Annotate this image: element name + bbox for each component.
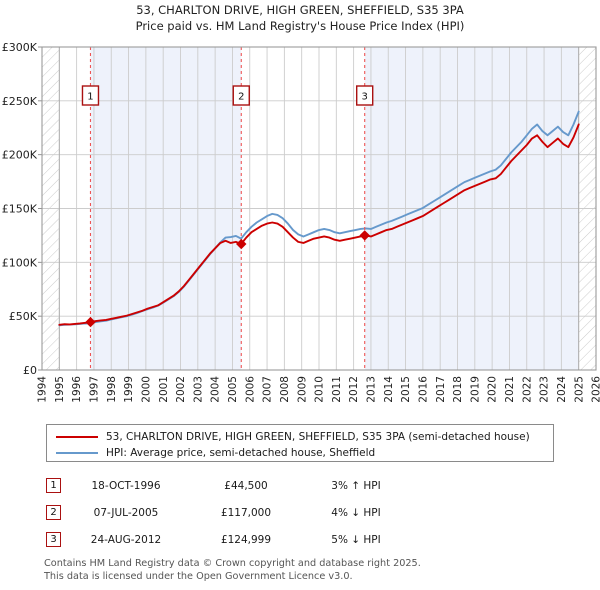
sale-price-3: £124,999 xyxy=(220,533,272,546)
svg-text:2000: 2000 xyxy=(140,376,152,403)
svg-text:£200K: £200K xyxy=(2,149,38,162)
svg-text:2009: 2009 xyxy=(296,376,308,403)
svg-text:2025: 2025 xyxy=(573,376,585,403)
svg-text:£100K: £100K xyxy=(2,256,38,269)
sale-hpi-delta-2: 4% ↓ HPI xyxy=(331,506,381,519)
table-row: 2 07-JUL-2005 £117,000 4% ↓ HPI xyxy=(46,499,466,526)
svg-text:2024: 2024 xyxy=(556,376,568,403)
attribution-footer: Contains HM Land Registry data © Crown c… xyxy=(44,558,584,583)
svg-text:2012: 2012 xyxy=(348,376,360,403)
svg-text:2008: 2008 xyxy=(279,376,291,403)
sale-badge-2: 2 xyxy=(46,505,61,520)
svg-text:2023: 2023 xyxy=(539,376,551,403)
svg-text:2015: 2015 xyxy=(400,376,412,403)
svg-text:2001: 2001 xyxy=(158,376,170,403)
svg-text:2017: 2017 xyxy=(435,376,447,403)
sale-hpi-delta-1: 3% ↑ HPI xyxy=(331,479,381,492)
footer-line-2: This data is licensed under the Open Gov… xyxy=(44,570,353,582)
svg-text:2: 2 xyxy=(238,91,244,102)
sales-history-table: 1 18-OCT-1996 £44,500 3% ↑ HPI 2 07-JUL-… xyxy=(46,472,466,553)
svg-text:2006: 2006 xyxy=(244,376,256,403)
svg-text:2021: 2021 xyxy=(504,376,516,403)
legend-swatch-hpi xyxy=(56,452,98,454)
svg-text:2002: 2002 xyxy=(175,376,187,403)
svg-text:2019: 2019 xyxy=(469,376,481,403)
data-series xyxy=(58,110,580,327)
svg-text:2020: 2020 xyxy=(487,376,499,403)
legend-label-price-paid: 53, CHARLTON DRIVE, HIGH GREEN, SHEFFIEL… xyxy=(106,431,530,443)
sale-date-1: 18-OCT-1996 xyxy=(91,479,161,492)
y-axis-tick-labels: £0 £50K £100K £150K £200K £250K £300K xyxy=(2,41,42,377)
svg-text:1999: 1999 xyxy=(123,376,135,403)
legend-item-price-paid: 53, CHARLTON DRIVE, HIGH GREEN, SHEFFIEL… xyxy=(47,429,553,445)
svg-text:1996: 1996 xyxy=(71,376,83,403)
sale-badge-3: 3 xyxy=(46,532,61,547)
sale-date-3: 24-AUG-2012 xyxy=(90,533,162,546)
svg-text:2026: 2026 xyxy=(591,376,600,403)
sale-price-2: £117,000 xyxy=(220,506,272,519)
svg-text:1994: 1994 xyxy=(37,376,49,403)
sale-price-1: £44,500 xyxy=(224,479,268,492)
no-data-hatch-regions xyxy=(41,46,597,371)
svg-text:2004: 2004 xyxy=(210,376,222,403)
sale-event-markers: 1 2 3 xyxy=(81,47,374,370)
svg-text:2018: 2018 xyxy=(452,376,464,403)
svg-text:3: 3 xyxy=(362,91,368,102)
svg-text:1997: 1997 xyxy=(89,376,101,403)
table-row: 3 24-AUG-2012 £124,999 5% ↓ HPI xyxy=(46,526,466,553)
sale-badge-1: 1 xyxy=(46,478,61,493)
legend-swatch-price-paid xyxy=(56,436,98,438)
x-axis-tick-labels: 1994 1995 1996 1997 1998 1999 2000 2001 2002 2003… xyxy=(37,376,600,403)
svg-text:£0: £0 xyxy=(23,364,37,377)
sale-hpi-delta-3: 5% ↓ HPI xyxy=(331,533,381,546)
title-line-1: 53, CHARLTON DRIVE, HIGH GREEN, SHEFFIEL… xyxy=(136,3,464,17)
svg-text:2022: 2022 xyxy=(521,376,533,403)
plot-frame xyxy=(41,46,597,371)
svg-text:2014: 2014 xyxy=(383,376,395,403)
svg-text:2010: 2010 xyxy=(314,376,326,403)
svg-text:1998: 1998 xyxy=(106,376,118,403)
svg-text:£150K: £150K xyxy=(2,203,38,216)
svg-text:2007: 2007 xyxy=(262,376,274,403)
svg-text:1: 1 xyxy=(87,91,93,102)
footer-line-1: Contains HM Land Registry data © Crown c… xyxy=(44,558,421,569)
table-row: 1 18-OCT-1996 £44,500 3% ↑ HPI xyxy=(46,472,466,499)
svg-text:2005: 2005 xyxy=(227,376,239,403)
page-title: 53, CHARLTON DRIVE, HIGH GREEN, SHEFFIEL… xyxy=(0,2,600,34)
svg-text:£250K: £250K xyxy=(2,95,38,108)
chart-legend: 53, CHARLTON DRIVE, HIGH GREEN, SHEFFIEL… xyxy=(46,424,554,462)
svg-text:1995: 1995 xyxy=(54,376,66,403)
svg-text:£50K: £50K xyxy=(9,310,38,323)
svg-text:2016: 2016 xyxy=(417,376,429,403)
legend-label-hpi: HPI: Average price, semi-detached house,… xyxy=(106,447,376,459)
svg-text:2003: 2003 xyxy=(192,376,204,403)
sale-date-2: 07-JUL-2005 xyxy=(93,506,159,519)
svg-text:£300K: £300K xyxy=(2,41,38,54)
title-line-2: Price paid vs. HM Land Registry's House … xyxy=(135,19,465,33)
legend-item-hpi: HPI: Average price, semi-detached house,… xyxy=(47,445,553,461)
svg-text:2013: 2013 xyxy=(366,376,378,403)
svg-text:2011: 2011 xyxy=(331,376,343,403)
